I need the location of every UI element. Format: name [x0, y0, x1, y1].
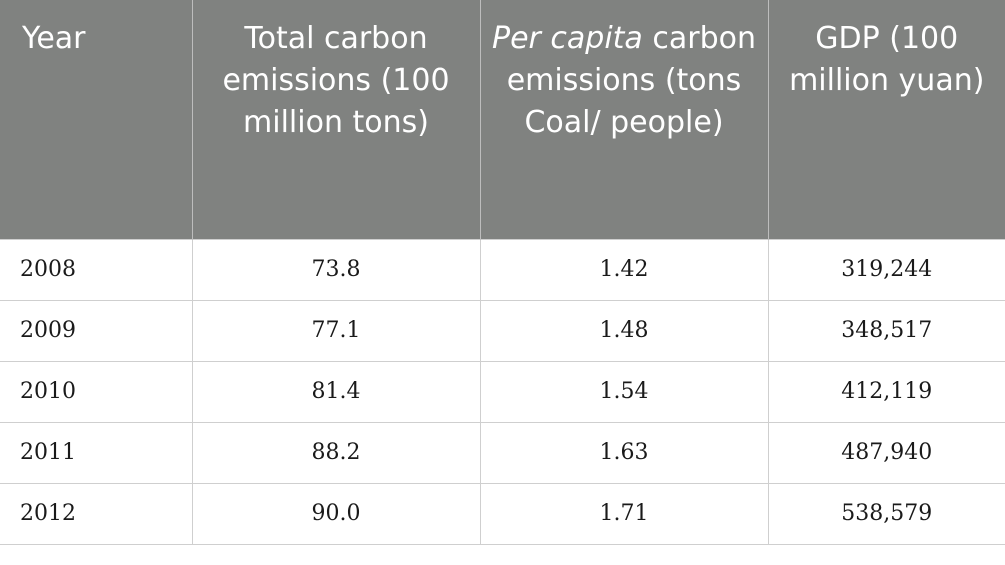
header-gdp: GDP (100 million yuan)	[767, 0, 1005, 239]
cell-year: 2009	[0, 299, 192, 361]
cell-per-capita: 1.42	[479, 238, 768, 300]
table-row: 2012 90.0 1.71 538,579	[0, 482, 1005, 545]
cell-total-emissions: 73.8	[191, 238, 480, 300]
cell-year: 2010	[0, 360, 192, 422]
cell-per-capita: 1.54	[479, 360, 768, 422]
cell-gdp: 319,244	[767, 238, 1005, 300]
cell-per-capita: 1.71	[479, 482, 768, 545]
cell-year: 2011	[0, 421, 192, 483]
header-per-capita-emissions: Per capita carbon emissions (tons Coal/ …	[479, 0, 768, 239]
cell-year: 2012	[0, 482, 192, 545]
header-row: Year Total carbon emissions (100 million…	[0, 0, 1005, 239]
table-row: 2008 73.8 1.42 319,244	[0, 238, 1005, 300]
cell-total-emissions: 77.1	[191, 299, 480, 361]
header-per-capita-italic: Per capita	[492, 21, 643, 56]
cell-year: 2008	[0, 238, 192, 300]
cell-per-capita: 1.63	[479, 421, 768, 483]
table-body: 2008 73.8 1.42 319,244 2009 77.1 1.48 34…	[0, 238, 1005, 545]
table-row: 2009 77.1 1.48 348,517	[0, 299, 1005, 361]
table-row: 2011 88.2 1.63 487,940	[0, 421, 1005, 483]
header-year: Year	[0, 0, 192, 239]
header-per-capita-rest: carbon emissions (tons Coal/ people)	[506, 21, 756, 140]
header-total-emissions: Total carbon emissions (100 million tons…	[191, 0, 480, 239]
cell-gdp: 538,579	[767, 482, 1005, 545]
table-row: 2010 81.4 1.54 412,119	[0, 360, 1005, 422]
cell-total-emissions: 90.0	[191, 482, 480, 545]
emissions-table: Year Total carbon emissions (100 million…	[0, 0, 1005, 545]
cell-gdp: 487,940	[767, 421, 1005, 483]
table-header: Year Total carbon emissions (100 million…	[0, 0, 1005, 239]
cell-total-emissions: 81.4	[191, 360, 480, 422]
cell-per-capita: 1.48	[479, 299, 768, 361]
cell-gdp: 412,119	[767, 360, 1005, 422]
cell-gdp: 348,517	[767, 299, 1005, 361]
cell-total-emissions: 88.2	[191, 421, 480, 483]
